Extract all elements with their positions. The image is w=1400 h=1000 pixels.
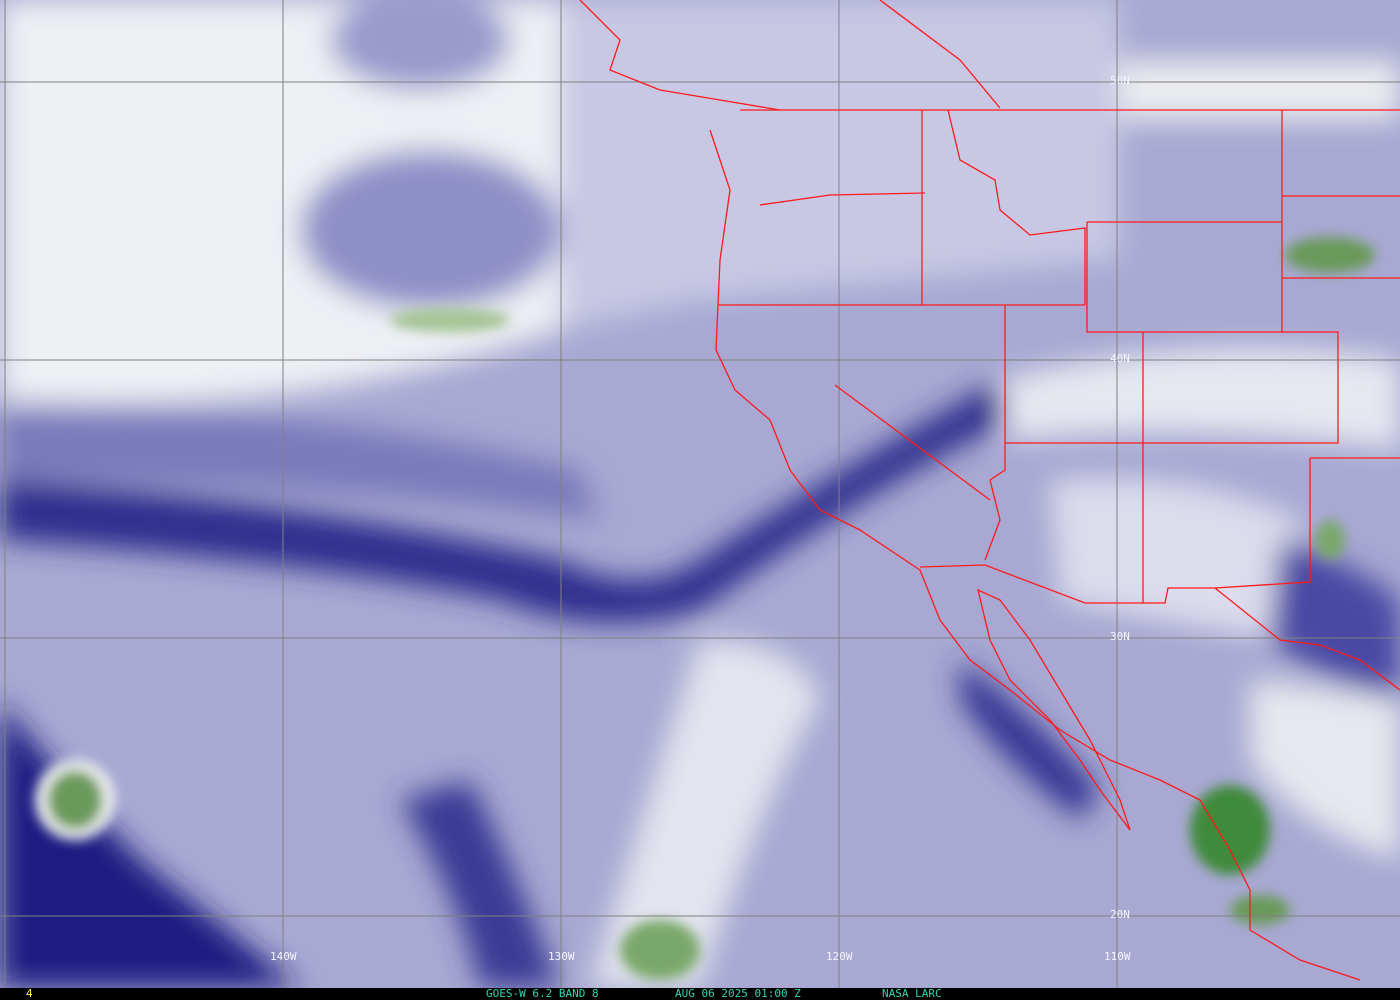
lon-label-120w: 120W: [826, 950, 853, 963]
lon-label-140w: 140W: [270, 950, 297, 963]
canada-coast: [579, 0, 1001, 111]
utah-arizona: [1005, 331, 1400, 603]
lat-label-30n: 30N: [1110, 630, 1130, 643]
lat-label-50n: 50N: [1110, 74, 1130, 87]
west-coast: [709, 129, 1361, 981]
baja-california: [977, 588, 1131, 831]
timestamp-label: AUG 06 2025 01:00 Z: [675, 987, 801, 1000]
lon-label-130w: 130W: [548, 950, 575, 963]
lat-label-40n: 40N: [1110, 352, 1130, 365]
credit-label: NASA LARC: [882, 987, 942, 1000]
lat-label-20n: 20N: [1110, 908, 1130, 921]
montana-wyoming: [1086, 110, 1400, 333]
us-mexico-border: [919, 564, 1400, 691]
idaho-border: [921, 109, 1086, 305]
lon-label-110w: 110W: [1104, 950, 1131, 963]
nevada-border: [834, 305, 1006, 561]
washington-oregon-border: [759, 192, 926, 206]
product-label: GOES-W 6.2 BAND 8: [486, 987, 599, 1000]
status-bar: 4 GOES-W 6.2 BAND 8 AUG 06 2025 01:00 Z …: [0, 988, 1400, 1000]
frame-number: 4: [26, 987, 33, 1000]
political-borders: [579, 0, 1400, 981]
